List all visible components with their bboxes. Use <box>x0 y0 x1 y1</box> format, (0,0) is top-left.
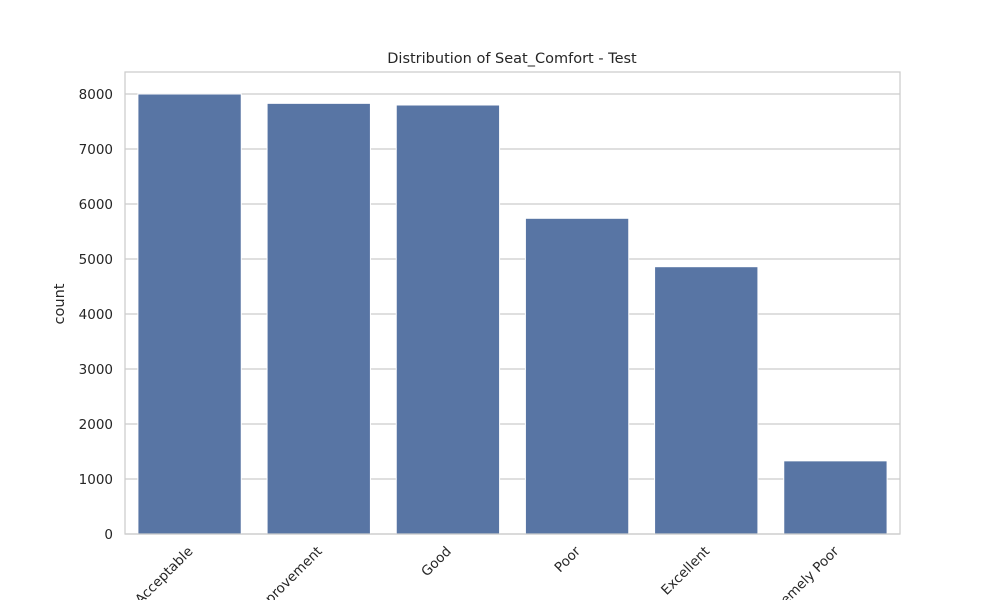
y-axis-label: count <box>52 283 68 324</box>
bars <box>137 93 888 535</box>
bar <box>783 460 888 535</box>
bar <box>654 266 759 535</box>
x-tick-label: Good <box>418 544 454 580</box>
bar <box>524 217 630 535</box>
y-tick-label: 0 <box>104 527 113 543</box>
chart-title: Distribution of Seat_Comfort - Test <box>387 51 637 67</box>
x-tick-labels: Acceptable Needs Improvement Good Poor Excel… <box>132 543 842 600</box>
y-tick-label: 5000 <box>79 252 113 268</box>
y-tick-label: 4000 <box>79 307 113 323</box>
x-tick-label: Needs Improvement <box>217 544 325 600</box>
bar <box>137 93 242 535</box>
y-tick-label: 1000 <box>79 472 113 488</box>
y-tick-label: 6000 <box>79 197 113 213</box>
y-tick-labels: 0 1000 2000 3000 4000 5000 6000 7000 8000 <box>79 87 113 543</box>
plot-frame <box>124 71 901 535</box>
x-tick-label: Excellent <box>658 544 713 599</box>
x-tick-label: Poor <box>552 543 585 576</box>
gridlines <box>125 93 900 535</box>
y-tick-label: 7000 <box>79 142 113 158</box>
bar <box>395 104 501 535</box>
x-tick-label: Extremely Poor <box>758 543 842 600</box>
y-tick-label: 8000 <box>79 87 113 103</box>
y-tick-label: 2000 <box>79 417 113 433</box>
bar <box>266 102 371 535</box>
x-tick-label: Acceptable <box>132 544 196 600</box>
y-tick-label: 3000 <box>79 362 113 378</box>
